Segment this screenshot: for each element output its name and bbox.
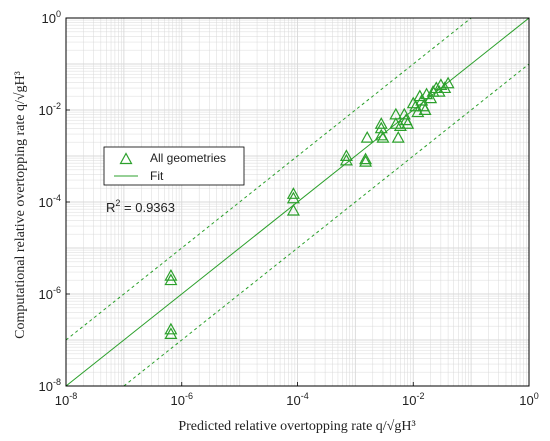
data-point-triangle [418,103,432,115]
data-point-triangle [401,117,415,129]
y-tick-label: 10-2 [39,101,61,118]
plot-content [66,18,529,386]
y-tick-label: 10-4 [39,193,61,210]
x-axis-label: Predicted relative overtopping rate q/√g… [178,419,415,434]
y-axis-label: Computational relative overtopping rate … [13,71,28,339]
r-squared-value: = 0.9363 [120,200,175,215]
r-squared-symbol: R [106,200,115,215]
legend-label-fit: Fit [150,169,164,183]
y-tick-label: 10-8 [39,377,61,394]
data-point-triangle [374,117,388,129]
r-squared-superscript: 2 [115,198,120,208]
series-group [66,18,529,386]
confidence-band-line [123,63,529,386]
data-point-triangle [286,191,300,204]
y-tick-label: 10-6 [39,285,61,302]
data-point-triangle [359,152,373,165]
legend-box [103,146,245,186]
x-tick-label: 10-4 [286,391,308,408]
x-tick-label: 100 [519,391,538,408]
data-point-triangle [391,130,405,143]
x-tick-label: 10-8 [55,391,77,408]
r-squared-annotation: R2 = 0.9363 [106,198,175,215]
data-point-triangle [339,153,353,166]
data-point-triangle [164,327,178,340]
tick-labels: 10-8 10-6 10-4 10-2 100 10-8 10-6 10-4 10-2 100 [39,9,539,408]
data-point-triangle [424,91,438,104]
data-point-triangle [286,203,300,216]
legend-label-all-geometries: All geometries [150,151,226,165]
data-point-triangle [374,121,388,134]
legend: All geometries Fit [103,146,245,186]
confidence-band-line [66,18,472,341]
data-point-triangle [359,155,373,167]
data-point-triangle [376,130,390,143]
data-point-triangle [339,149,353,161]
legend-triangle-marker [119,152,133,165]
data-point-triangle [164,273,178,286]
x-tick-label: 10-2 [402,391,424,408]
data-point-triangle [441,76,455,89]
x-tick-label: 10-6 [171,391,193,408]
data-point-triangle [432,84,446,97]
fit-line [66,18,529,386]
data-point-triangle [286,187,300,199]
y-tick-label: 100 [42,9,61,26]
data-point-triangle [164,268,178,281]
data-point-triangle [360,130,374,143]
data-point-triangle [164,322,178,335]
